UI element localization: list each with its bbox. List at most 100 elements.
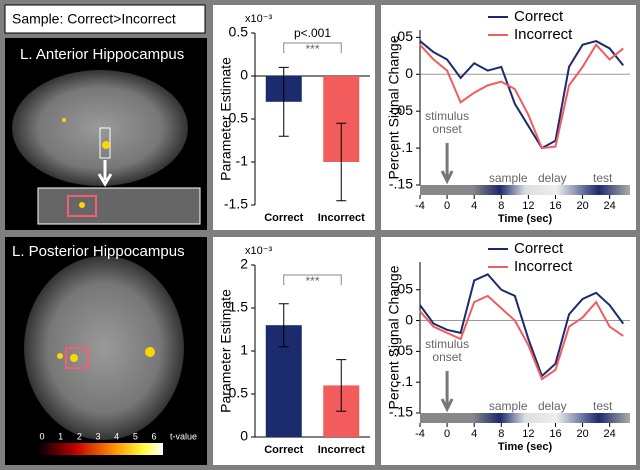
- legend-label: Incorrect: [514, 26, 573, 43]
- phase-bar: [420, 185, 630, 195]
- error-bar: [336, 359, 347, 412]
- legend-label: Correct: [514, 8, 564, 25]
- y-tick-label: 0.5: [229, 24, 249, 40]
- p-value: p<.001: [294, 26, 331, 40]
- onset-arrow: [440, 371, 454, 413]
- colorbar-tick: 5: [133, 431, 138, 441]
- phase-bar: [420, 413, 630, 423]
- colorbar-tick: 0: [39, 431, 44, 441]
- series-line: [419, 294, 624, 381]
- roi-box: [67, 195, 97, 217]
- x-tick-label: -4: [415, 428, 425, 440]
- region-label: L. Anterior Hippocampus: [20, 46, 184, 63]
- significance: ***: [305, 42, 319, 56]
- onset-label: stimulus: [425, 109, 469, 123]
- phase-label: sample: [489, 399, 528, 413]
- error-bar: [278, 303, 289, 348]
- y-axis-label: Percent Signal Change: [386, 265, 402, 409]
- colorbar-tick: 6: [151, 431, 156, 441]
- series-line: [419, 40, 625, 150]
- y-tick-label: .05: [394, 280, 414, 296]
- activation: [62, 118, 66, 122]
- significance: ***: [305, 274, 319, 288]
- activation: [102, 141, 110, 149]
- y-tick-label: .05: [394, 28, 414, 44]
- x-tick-label: 12: [522, 428, 534, 440]
- significance-bracket: [283, 42, 342, 53]
- y-tick-label: -.1: [397, 373, 414, 389]
- y-tick-label: -.05: [389, 102, 413, 118]
- y-tick-label: -1: [236, 153, 249, 169]
- y-tick-label: 0: [405, 311, 413, 327]
- y-tick-label: -1.5: [224, 196, 248, 212]
- y-axis-label: Parameter Estimate: [218, 57, 234, 181]
- header-box: [4, 4, 206, 34]
- x-tick-label: 4: [471, 200, 477, 212]
- phase-label: sample: [489, 171, 528, 185]
- x-tick-label: 24: [604, 428, 616, 440]
- legend-label: Correct: [514, 240, 564, 257]
- x-tick-label: 4: [471, 428, 477, 440]
- x-tick-label: 0: [444, 200, 450, 212]
- phase-label: test: [593, 399, 613, 413]
- significance-bracket: [283, 274, 342, 285]
- x-tick-label: Incorrect: [318, 444, 365, 456]
- multiplier: x10⁻³: [245, 13, 273, 25]
- brain-axial: [24, 256, 184, 440]
- colorbar-tick: 3: [95, 431, 100, 441]
- y-tick-label: -.1: [397, 139, 414, 155]
- panel: [381, 237, 636, 465]
- series-line: [419, 43, 624, 150]
- x-tick-label: 0: [444, 428, 450, 440]
- region-label: L. Posterior Hippocampus: [12, 243, 185, 260]
- x-tick-label: -4: [415, 200, 425, 212]
- colorbar-tick: 2: [77, 431, 82, 441]
- y-tick-label: 0: [405, 65, 413, 81]
- colorbar-label: t-value: [170, 431, 197, 441]
- x-tick-label: 24: [604, 200, 616, 212]
- y-tick-label: 1: [240, 342, 248, 358]
- x-tick-label: 16: [549, 200, 561, 212]
- onset-label: onset: [432, 122, 462, 136]
- x-tick-label: Incorrect: [318, 212, 365, 224]
- colorbar-tick: 4: [114, 431, 119, 441]
- x-tick-label: 16: [549, 428, 561, 440]
- y-tick-label: -.15: [389, 404, 413, 420]
- x-tick-label: Correct: [264, 212, 303, 224]
- onset-arrow: [440, 143, 454, 185]
- phase-label: delay: [538, 399, 567, 413]
- brain-coronal: [37, 187, 201, 225]
- y-tick-label: 2: [240, 256, 248, 272]
- x-tick-label: 20: [576, 200, 588, 212]
- x-tick-label: 20: [576, 428, 588, 440]
- onset-label: onset: [432, 350, 462, 364]
- activation: [70, 354, 78, 362]
- y-tick-label: 0: [240, 428, 248, 444]
- legend-label: Incorrect: [514, 258, 573, 275]
- y-tick-label: 0.5: [229, 385, 249, 401]
- panel: [381, 5, 636, 230]
- y-tick-label: 0: [240, 67, 248, 83]
- colorbar-tick: 1: [58, 431, 63, 441]
- error-bar: [278, 66, 289, 137]
- activation: [79, 202, 85, 208]
- x-tick-label: 8: [498, 200, 504, 212]
- multiplier: x10⁻³: [245, 245, 273, 257]
- phase-label: delay: [538, 171, 567, 185]
- x-tick-label: Correct: [264, 444, 303, 456]
- colorbar: [38, 443, 163, 455]
- x-tick-label: 8: [498, 428, 504, 440]
- header: Sample: Correct>Incorrect: [12, 11, 176, 27]
- roi-box: [99, 127, 111, 159]
- x-tick-label: 12: [522, 200, 534, 212]
- y-tick-label: 1.5: [229, 299, 249, 315]
- activation: [145, 347, 155, 357]
- arrow: [97, 160, 113, 187]
- x-axis-label: Time (sec): [498, 441, 553, 453]
- phase-label: test: [593, 171, 613, 185]
- y-tick-label: -.15: [389, 176, 413, 192]
- y-tick-label: -.05: [389, 342, 413, 358]
- y-axis-label: Percent Signal Change: [386, 35, 402, 179]
- onset-label: stimulus: [425, 337, 469, 351]
